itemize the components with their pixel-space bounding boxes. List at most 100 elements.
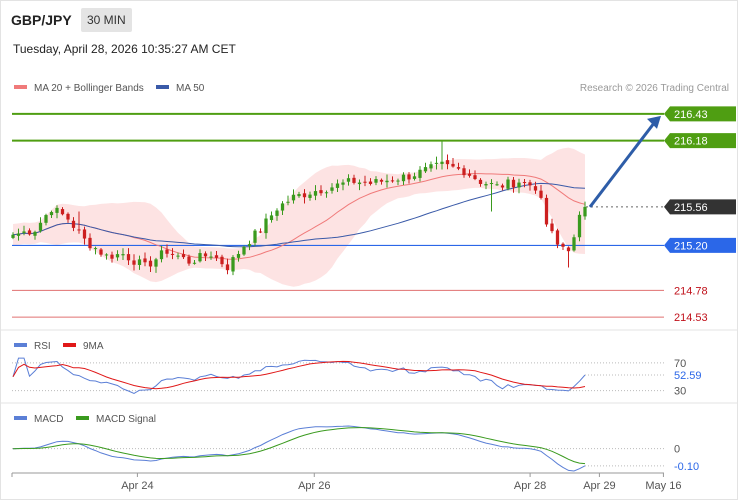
ma50-line xyxy=(12,182,586,248)
candle xyxy=(429,161,433,172)
ma20-legend-label: MA 20 + Bollinger Bands xyxy=(34,83,144,94)
candle xyxy=(49,210,54,219)
candle-body xyxy=(82,229,87,239)
candle xyxy=(16,228,21,241)
candle-body xyxy=(121,254,125,256)
candle-body xyxy=(363,181,367,183)
level-tag-label: 215.56 xyxy=(674,202,708,214)
bollinger-band-fill xyxy=(13,147,585,287)
candle xyxy=(302,189,307,204)
candle-body xyxy=(126,254,131,261)
candle xyxy=(572,234,576,252)
candle-body xyxy=(352,177,356,183)
candle xyxy=(434,156,439,170)
candle xyxy=(137,255,142,270)
candle-body xyxy=(198,253,202,262)
candle xyxy=(27,228,32,236)
macd-current-label: -0.10 xyxy=(674,461,699,473)
credit-label: Research © 2026 Trading Central xyxy=(580,83,729,94)
candle xyxy=(60,207,65,216)
candle-body xyxy=(566,247,571,252)
candle-body xyxy=(528,182,532,186)
x-tick-label: Apr 28 xyxy=(514,480,546,492)
macd-signal-line xyxy=(12,427,586,465)
candle-body xyxy=(291,194,296,201)
symbol-title: GBP/JPY xyxy=(11,12,72,28)
candle xyxy=(313,185,318,201)
candle-body xyxy=(165,249,169,254)
candle-body xyxy=(71,220,76,228)
forecast-arrow xyxy=(588,115,661,208)
candle-body xyxy=(555,230,560,245)
candle xyxy=(258,228,263,234)
candle xyxy=(506,176,510,191)
timeframe-badge[interactable]: 30 MIN xyxy=(81,8,132,32)
candle xyxy=(341,179,345,191)
candle-body xyxy=(33,231,37,236)
candle-body xyxy=(220,256,224,265)
candle xyxy=(203,251,208,261)
level-label-214.53: 214.53 xyxy=(674,312,708,324)
candle-body xyxy=(583,206,587,217)
candle-body xyxy=(495,184,499,186)
candle-body xyxy=(115,254,120,258)
candle xyxy=(533,181,538,194)
macd-zero-label: 0 xyxy=(674,444,680,456)
candle xyxy=(423,162,428,173)
candle xyxy=(38,217,43,233)
x-tick-label: Apr 29 xyxy=(583,480,615,492)
candle-body xyxy=(258,231,263,233)
ma20-legend-swatch xyxy=(14,85,27,89)
candle-body xyxy=(77,229,81,231)
bollinger-band xyxy=(13,147,585,287)
candle xyxy=(115,250,120,261)
candle-body xyxy=(379,179,384,182)
candle xyxy=(352,174,356,185)
candle-body xyxy=(203,253,208,257)
level-label-214.78: 214.78 xyxy=(674,285,708,297)
candle-body xyxy=(319,190,323,194)
candle-body xyxy=(236,253,241,258)
candle-body xyxy=(137,259,142,265)
candle xyxy=(275,208,279,221)
candle-body xyxy=(313,191,318,196)
candle xyxy=(412,172,417,181)
candle-body xyxy=(264,218,268,234)
candle-body xyxy=(522,182,527,184)
candle xyxy=(577,211,582,242)
candle xyxy=(55,205,59,219)
candle-body xyxy=(253,230,257,243)
candle-body xyxy=(462,168,466,176)
candle xyxy=(33,230,37,240)
candle-body xyxy=(341,182,345,185)
candle xyxy=(368,178,373,186)
candle-body xyxy=(544,197,549,225)
candle-body xyxy=(308,194,312,198)
candle xyxy=(187,254,191,266)
macd-legend-swatch xyxy=(14,416,27,420)
candle xyxy=(473,170,477,181)
candle-body xyxy=(357,182,362,185)
candle xyxy=(231,255,235,276)
rsi-panel: 70 30 52.59 xyxy=(12,357,702,398)
candle-body xyxy=(214,255,219,258)
candle-body xyxy=(517,182,521,188)
candle xyxy=(324,190,329,198)
candle xyxy=(253,228,257,247)
candle xyxy=(440,141,444,170)
candle xyxy=(209,251,213,260)
candle-body xyxy=(489,183,494,185)
candle-body xyxy=(561,243,565,247)
candle-body xyxy=(429,164,433,169)
candle xyxy=(176,252,180,260)
candle-body xyxy=(401,174,406,182)
candle-body xyxy=(396,180,400,182)
macd-line xyxy=(12,425,586,472)
level-tag-label: 216.43 xyxy=(674,109,708,121)
candle xyxy=(82,226,87,245)
candle-body xyxy=(445,160,450,165)
candle xyxy=(407,172,411,184)
candle xyxy=(539,184,543,200)
candle xyxy=(456,162,461,171)
